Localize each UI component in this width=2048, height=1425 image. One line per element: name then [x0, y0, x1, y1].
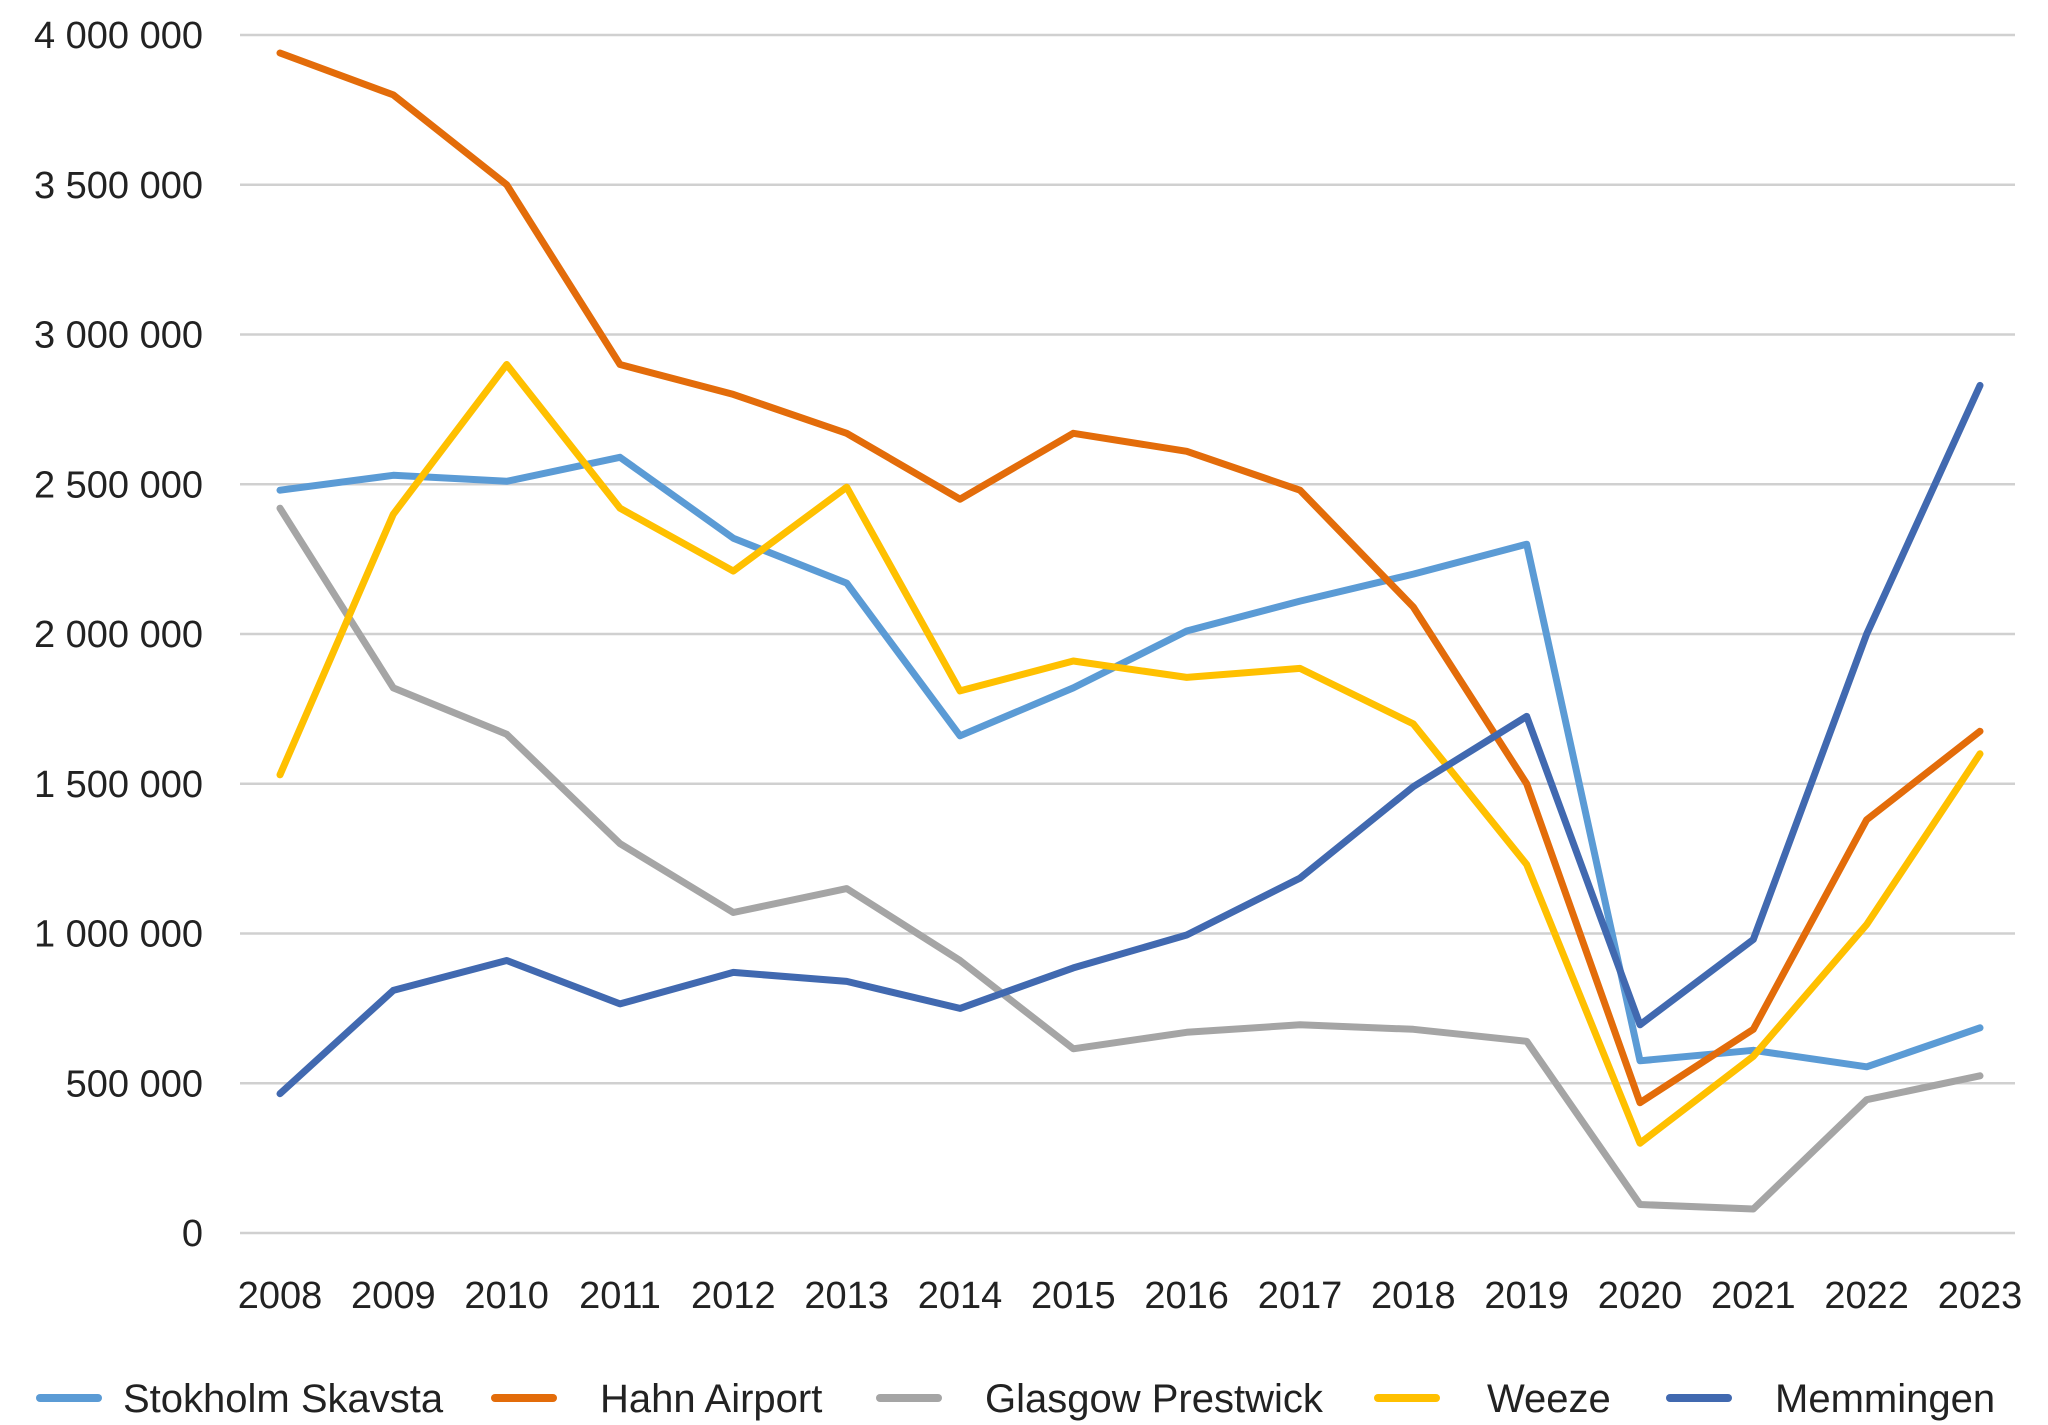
x-tick-label: 2020 — [1598, 1275, 1683, 1317]
grid-lines — [240, 33, 2015, 1235]
x-tick-label: 2012 — [691, 1275, 776, 1317]
series-line-stokholm-skavsta — [276, 453, 1984, 1071]
x-tick-label: 2019 — [1484, 1275, 1569, 1317]
x-tick-label: 2023 — [1938, 1275, 2023, 1317]
legend-label: Hahn Airport — [600, 1377, 822, 1421]
y-tick-label: 500 000 — [66, 1063, 203, 1105]
y-tick-label: 2 000 000 — [34, 614, 203, 656]
y-axis-tick-labels: 0 500 000 1 000 000 1 500 000 2 000 000 2 500… — [34, 15, 203, 1255]
legend: Stokholm Skavsta Hahn Airport Glasgow Pres… — [36, 1377, 1995, 1421]
series-lines — [276, 49, 1984, 1213]
y-tick-label: 1 500 000 — [34, 764, 203, 806]
x-tick-label: 2011 — [579, 1275, 661, 1317]
series-line-glasgow-prestwick — [276, 504, 1984, 1213]
y-tick-label: 3 500 000 — [34, 165, 203, 207]
x-tick-label: 2016 — [1144, 1275, 1229, 1317]
x-tick-label: 2014 — [918, 1275, 1003, 1317]
x-tick-label: 2008 — [238, 1275, 323, 1317]
legend-label: Memmingen — [1775, 1377, 1995, 1421]
series-line-weeze — [276, 361, 1984, 1147]
y-tick-label: 0 — [182, 1213, 203, 1255]
x-tick-label: 2022 — [1824, 1275, 1909, 1317]
y-tick-label: 4 000 000 — [34, 15, 203, 57]
legend-item: Stokholm Skavsta — [36, 1377, 444, 1421]
y-tick-label: 3 000 000 — [34, 315, 203, 357]
series-line-hahn-airport — [276, 49, 1984, 1107]
legend-item: Memmingen — [1666, 1377, 1995, 1421]
x-tick-label: 2010 — [464, 1275, 549, 1317]
legend-label: Stokholm Skavsta — [123, 1377, 444, 1421]
x-tick-label: 2013 — [804, 1275, 889, 1317]
x-tick-label: 2017 — [1258, 1275, 1343, 1317]
legend-item: Hahn Airport — [491, 1377, 822, 1421]
legend-item: Glasgow Prestwick — [876, 1377, 1324, 1421]
legend-item: Weeze — [1374, 1377, 1611, 1421]
series-line-memmingen — [276, 381, 1984, 1098]
legend-label: Glasgow Prestwick — [985, 1377, 1324, 1421]
x-axis-tick-labels: 2008 2009 2010 2011 2012 2013 2014 2015 2016 2017… — [238, 1275, 2023, 1317]
y-tick-label: 2 500 000 — [34, 464, 203, 506]
y-tick-label: 1 000 000 — [34, 914, 203, 956]
legend-label: Weeze — [1487, 1377, 1611, 1421]
x-tick-label: 2009 — [351, 1275, 436, 1317]
x-tick-label: 2015 — [1031, 1275, 1116, 1317]
x-tick-label: 2021 — [1711, 1275, 1796, 1317]
x-tick-label: 2018 — [1371, 1275, 1456, 1317]
